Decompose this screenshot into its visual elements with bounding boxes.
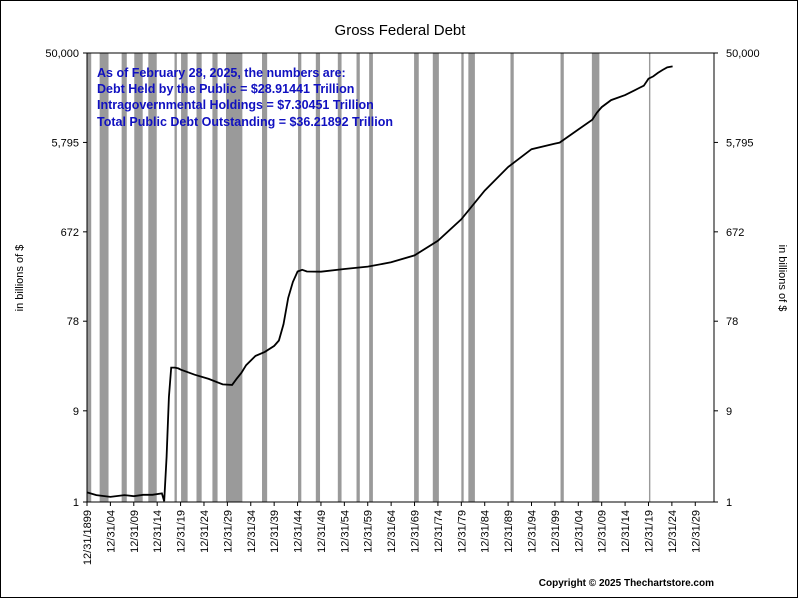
annotation-line-2: Debt Held by the Public = $28.91441 Tril… (97, 82, 354, 96)
shade-band-7 (196, 53, 202, 502)
left-axis-label: in billions of $ (14, 245, 26, 312)
y-tick-label-left: 5,795 (51, 137, 79, 149)
x-tick-label: 12/31/34 (246, 510, 258, 553)
x-tick-label: 12/31/14 (152, 510, 164, 553)
x-tick-label: 12/31/04 (573, 510, 585, 553)
x-tick-label: 12/31/24 (667, 510, 679, 553)
x-tick-label: 12/31/29 (690, 510, 702, 553)
x-tick-label: 12/31/44 (293, 510, 305, 553)
x-tick-label: 12/31/14 (620, 510, 632, 553)
y-tick-label-left: 78 (67, 316, 79, 328)
shade-band-15 (369, 53, 373, 502)
shade-band-13 (337, 53, 342, 502)
y-tick-label-left: 50,000 (45, 48, 79, 60)
y-tick-label-right: 9 (726, 406, 732, 418)
x-tick-label: 12/31/84 (480, 510, 492, 553)
x-tick-label: 12/31/1899 (82, 510, 94, 565)
shade-band-17 (432, 53, 439, 502)
debt-line (86, 65, 673, 502)
x-tick-label: 12/31/89 (503, 510, 515, 553)
x-tick-label: 12/31/49 (316, 510, 328, 553)
recession-shading (87, 53, 651, 502)
shade-band-14 (356, 53, 360, 502)
shade-band-18 (461, 53, 464, 502)
x-tick-label: 12/31/79 (456, 510, 468, 553)
shade-band-16 (414, 53, 419, 502)
annotation-line-1: As of February 28, 2025, the numbers are… (97, 66, 346, 80)
y-tick-label-left: 1 (73, 497, 79, 509)
x-tick-label: 12/31/69 (410, 510, 422, 553)
shade-band-1 (99, 53, 109, 502)
shade-band-5 (174, 53, 177, 502)
left-y-ticks: 1 9 78 672 5,795 50,000 (45, 48, 87, 509)
y-tick-label-right: 5,795 (726, 137, 754, 149)
right-axis-label: in billions of $ (776, 245, 788, 312)
shade-band-0 (87, 53, 92, 502)
shade-band-22 (591, 53, 600, 502)
annotation-line-4: Total Public Debt Outstanding = $36.2189… (97, 115, 393, 129)
x-tick-label: 12/31/39 (269, 510, 281, 553)
shade-band-11 (298, 53, 302, 502)
plot-area (86, 52, 715, 503)
shade-band-3 (134, 53, 143, 502)
x-tick-label: 12/31/29 (222, 510, 234, 553)
y-tick-label-right: 1 (726, 497, 732, 509)
annotation-box: As of February 28, 2025, the numbers are… (97, 66, 393, 129)
y-tick-label-right: 78 (726, 316, 738, 328)
chart-title: Gross Federal Debt (335, 22, 467, 39)
x-tick-label: 12/31/24 (199, 510, 211, 553)
shade-band-12 (315, 53, 321, 502)
y-tick-label-right: 672 (726, 227, 744, 239)
shade-band-9 (225, 53, 243, 502)
shade-band-4 (148, 53, 157, 502)
y-tick-label-left: 672 (61, 227, 79, 239)
x-tick-label: 12/31/19 (643, 510, 655, 553)
x-tick-label: 12/31/09 (597, 510, 609, 553)
shade-band-21 (560, 53, 564, 502)
x-tick-label: 12/31/59 (363, 510, 375, 553)
x-ticks: 12/31/1899 12/31/04 12/31/09 12/31/14 12/31/… (82, 502, 702, 565)
x-tick-label: 12/31/19 (176, 510, 188, 553)
shade-band-8 (212, 53, 218, 502)
shade-band-10 (262, 53, 268, 502)
right-y-ticks: 1 9 78 672 5,795 50,000 (714, 48, 760, 509)
x-tick-label: 12/31/74 (433, 510, 445, 553)
y-tick-label-right: 50,000 (726, 48, 760, 60)
shade-band-2 (121, 53, 127, 502)
annotation-line-3: Intragovernmental Holdings = $7.30451 Tr… (97, 98, 374, 112)
shade-band-23 (648, 53, 651, 502)
x-tick-label: 12/31/64 (386, 510, 398, 553)
x-tick-label: 12/31/99 (550, 510, 562, 553)
x-tick-label: 12/31/04 (105, 510, 117, 553)
shade-band-19 (468, 53, 475, 502)
x-tick-label: 12/31/09 (129, 510, 141, 553)
x-tick-label: 12/31/54 (339, 510, 351, 553)
shade-band-20 (510, 53, 514, 502)
copyright-text: Copyright © 2025 Thechartstore.com (539, 578, 714, 589)
y-tick-label-left: 9 (73, 406, 79, 418)
x-tick-label: 12/31/94 (527, 510, 539, 553)
shade-band-6 (181, 53, 188, 502)
